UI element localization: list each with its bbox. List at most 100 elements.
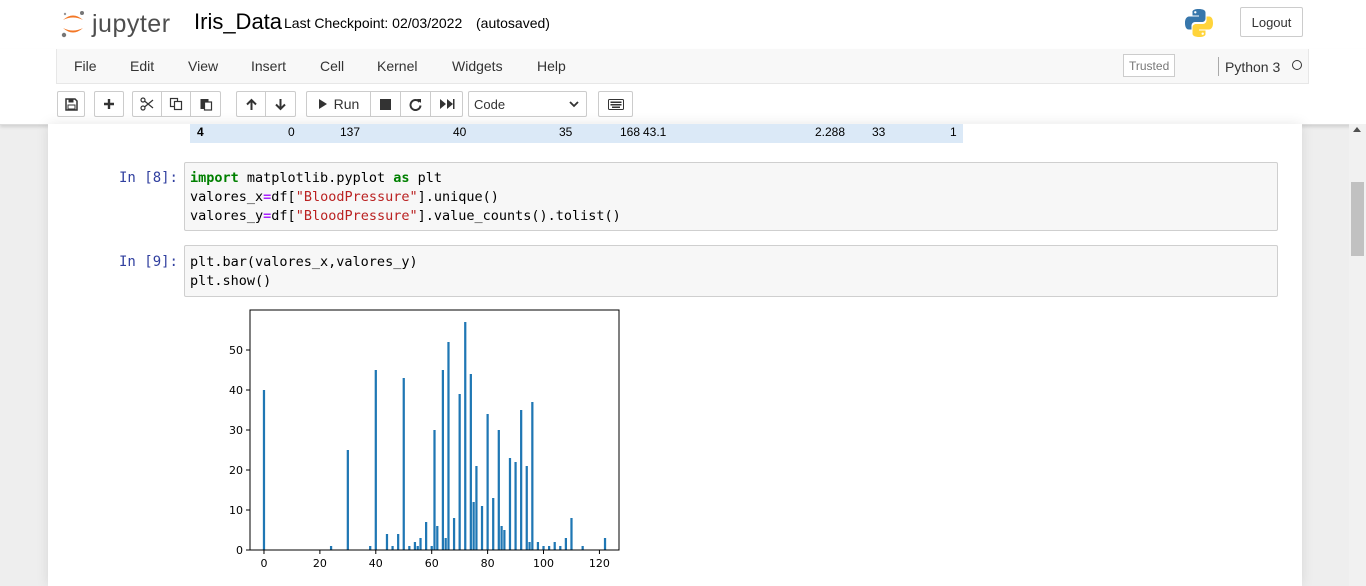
run-label: Run (333, 96, 360, 112)
bar (503, 530, 506, 550)
bar (433, 430, 436, 550)
bar (408, 546, 411, 550)
bar (385, 534, 389, 550)
bar (525, 466, 528, 550)
bar (564, 538, 568, 550)
paste-button[interactable] (190, 91, 221, 117)
bar (469, 374, 472, 550)
code-cell[interactable]: import matplotlib.pyplot as plt valores_… (184, 162, 1278, 231)
menu-cell[interactable]: Cell (320, 58, 345, 74)
notebook-container: 4 0 137 40 35 168 43.1 2.288 33 1 In [8]… (48, 124, 1302, 586)
bar (508, 458, 512, 550)
move-up-button[interactable] (236, 91, 266, 117)
play-icon (318, 99, 327, 109)
save-button[interactable] (57, 91, 85, 117)
bar (542, 546, 545, 550)
trusted-indicator[interactable]: Trusted (1123, 54, 1176, 77)
bar (369, 546, 372, 550)
bar (559, 546, 562, 550)
bar (447, 342, 450, 550)
cell-type-select[interactable]: Code (468, 91, 587, 117)
plus-icon (104, 99, 114, 109)
scroll-up-icon[interactable] (1353, 127, 1361, 132)
cut-button[interactable] (132, 91, 162, 117)
x-tick-label: 80 (481, 557, 495, 570)
y-tick-label: 20 (229, 464, 243, 477)
y-tick-label: 0 (236, 544, 243, 557)
cut-icon (140, 97, 154, 111)
menu-insert[interactable]: Insert (251, 58, 287, 74)
x-tick-label: 120 (589, 557, 610, 570)
bar (444, 538, 447, 550)
restart-run-all-button[interactable] (430, 91, 463, 117)
scrollbar-thumb[interactable] (1351, 182, 1364, 256)
bar-chart: 0 20 40 60 80 100 120 0 10 20 30 40 50 (229, 309, 620, 570)
bar (346, 450, 349, 550)
notebook-header: jupyter Iris_Data Last Checkpoint: 02/03… (0, 0, 1366, 50)
row-cell: 43.1 (643, 125, 667, 139)
save-icon (64, 97, 78, 111)
x-tick-label: 100 (533, 557, 554, 570)
menu-help[interactable]: Help (537, 58, 566, 74)
logo-text: jupyter (92, 9, 171, 38)
jupyter-logo[interactable]: jupyter (60, 8, 171, 40)
bar (430, 546, 433, 550)
move-down-button[interactable] (265, 91, 296, 117)
row-index: 4 (197, 125, 204, 139)
arrow-down-icon (275, 98, 286, 110)
x-tick-label: 60 (425, 557, 439, 570)
notebook-name[interactable]: Iris_Data (194, 9, 283, 34)
bar (441, 370, 445, 550)
bar (262, 390, 266, 550)
restart-button[interactable] (400, 91, 431, 117)
code-line: valores_x=df["BloodPressure"].unique() (190, 189, 499, 205)
bar (464, 322, 467, 550)
keyboard-icon (607, 98, 624, 110)
bar (472, 502, 475, 550)
x-tick-label: 0 (260, 557, 267, 570)
menu-edit[interactable]: Edit (130, 58, 155, 74)
fast-forward-icon (439, 99, 454, 109)
cell-type-value: Code (474, 96, 506, 112)
restart-icon (409, 98, 422, 111)
bar (436, 526, 439, 550)
chevron-down-icon (569, 101, 579, 108)
row-cell: 168 (620, 125, 641, 139)
bar (528, 542, 531, 550)
row-cell: 1 (950, 125, 957, 139)
bar (553, 542, 556, 550)
bar (531, 402, 534, 550)
insert-cell-button[interactable] (94, 91, 124, 117)
row-cell: 0 (288, 125, 295, 139)
python-logo-icon (1183, 7, 1215, 44)
cell-prompt: In [9]: (118, 254, 178, 270)
bar (374, 370, 377, 550)
paste-icon (200, 99, 212, 111)
menubar-container: File Edit View Insert Cell Kernel Widget… (0, 49, 1366, 125)
bar (452, 518, 456, 550)
kernel-status-icon (1292, 60, 1302, 70)
menu-kernel[interactable]: Kernel (377, 58, 418, 74)
bar (570, 518, 573, 550)
x-tick-label: 20 (313, 557, 327, 570)
bar (492, 498, 495, 550)
command-palette-button[interactable] (598, 91, 633, 117)
bar (536, 542, 540, 550)
code-input[interactable]: import matplotlib.pyplot as plt valores_… (190, 169, 621, 226)
menu-file[interactable]: File (74, 58, 97, 74)
menu-widgets[interactable]: Widgets (452, 58, 503, 74)
bar (500, 526, 503, 550)
run-button[interactable]: Run (306, 91, 371, 117)
bar (416, 546, 419, 550)
logout-button[interactable]: Logout (1240, 7, 1303, 37)
copy-button[interactable] (161, 91, 191, 117)
interrupt-button[interactable] (370, 91, 401, 117)
code-cell[interactable]: plt.bar(valores_x,valores_y) plt.show() (184, 245, 1278, 297)
code-input[interactable]: plt.bar(valores_x,valores_y) plt.show() (190, 253, 418, 291)
menu-view[interactable]: View (188, 58, 219, 74)
row-cell: 35 (559, 125, 573, 139)
copy-icon (169, 97, 183, 111)
bar (603, 538, 607, 550)
stop-icon (380, 98, 391, 110)
kernel-name: Python 3 (1225, 59, 1281, 75)
